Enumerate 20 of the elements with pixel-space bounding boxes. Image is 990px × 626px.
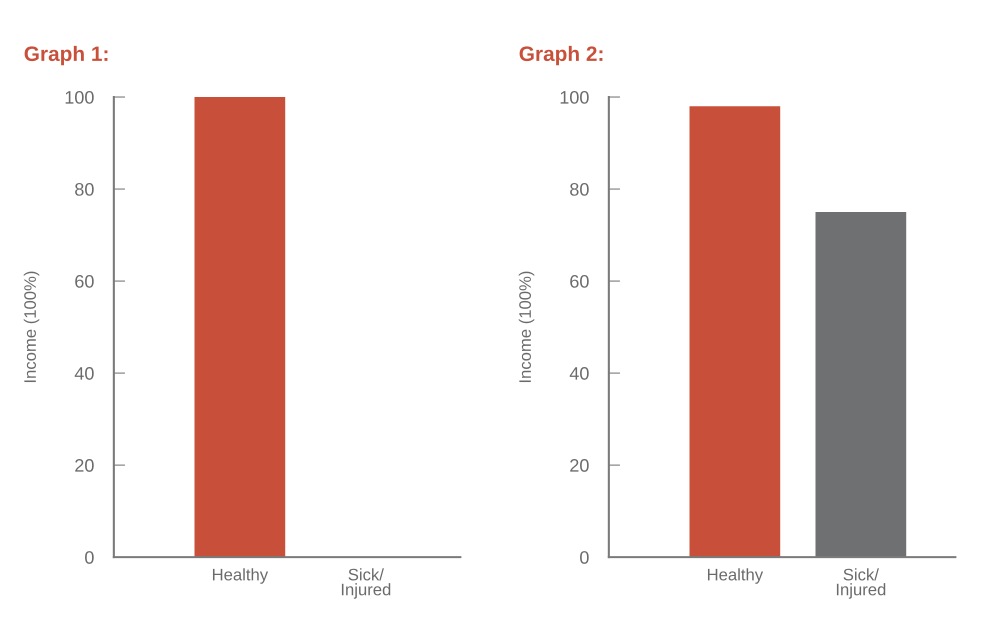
y-axis-title: Income (100%)	[24, 272, 40, 382]
y-axis-title: Income (100%)	[518, 272, 534, 382]
x-tick-label: Sick/ Injured	[836, 568, 886, 599]
y-tick-label: 0	[580, 551, 589, 564]
x-tick-label: Sick/ Injured	[342, 568, 390, 599]
y-tick-label: 80	[570, 182, 589, 196]
chart-title: Graph 2:	[520, 46, 602, 66]
y-tick-label: 40	[74, 367, 94, 380]
chart-title: Graph 1:	[24, 46, 108, 66]
y-tick-label: 100	[66, 90, 94, 104]
y-tick-label: 60	[570, 275, 589, 288]
y-tick-label: 100	[560, 90, 589, 104]
y-tick-label: 40	[570, 367, 589, 380]
y-tick-label: 80	[75, 182, 94, 196]
y-tick-label: 60	[75, 275, 94, 288]
x-tick-label: Healthy	[708, 568, 764, 584]
y-tick-label: 20	[570, 459, 589, 472]
y-tick-label: 0	[85, 551, 94, 564]
y-tick-label: 20	[75, 459, 94, 472]
x-tick-label: Healthy	[212, 568, 268, 584]
